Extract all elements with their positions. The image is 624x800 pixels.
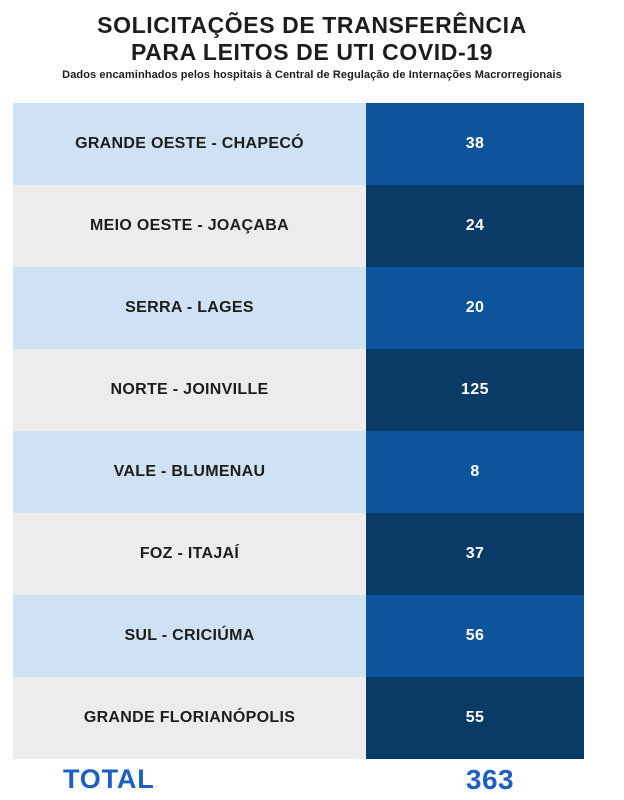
table-row: GRANDE FLORIANÓPOLIS 55 (13, 677, 584, 759)
page-title-line1: SOLICITAÇÕES DE TRANSFERÊNCIA (97, 12, 527, 38)
request-count: 37 (366, 513, 584, 595)
table-row: MEIO OESTE - JOAÇABA 24 (13, 185, 584, 267)
request-count: 24 (366, 185, 584, 267)
request-count: 8 (366, 431, 584, 513)
table-row: NORTE - JOINVILLE 125 (13, 349, 584, 431)
region-label: MEIO OESTE - JOAÇABA (13, 185, 366, 267)
table-row: FOZ - ITAJAÍ 37 (13, 513, 584, 595)
total-row: TOTAL 363 (13, 759, 584, 800)
request-count: 56 (366, 595, 584, 677)
request-count: 55 (366, 677, 584, 759)
request-count: 38 (366, 103, 584, 185)
table-row: VALE - BLUMENAU 8 (13, 431, 584, 513)
region-label: GRANDE FLORIANÓPOLIS (13, 677, 366, 759)
request-count: 20 (366, 267, 584, 349)
transfer-requests-table: GRANDE OESTE - CHAPECÓ 38 MEIO OESTE - J… (13, 103, 584, 800)
request-count: 125 (366, 349, 584, 431)
region-label: GRANDE OESTE - CHAPECÓ (13, 103, 366, 185)
page-title-line2: PARA LEITOS DE UTI COVID-19 (130, 39, 494, 65)
region-label: SERRA - LAGES (13, 267, 366, 349)
region-label: FOZ - ITAJAÍ (13, 513, 366, 595)
header: SOLICITAÇÕES DE TRANSFERÊNCIA PARA LEITO… (0, 12, 624, 81)
total-value: 363 (465, 763, 515, 795)
table-row: GRANDE OESTE - CHAPECÓ 38 (13, 103, 584, 185)
page-subtitle: Dados encaminhados pelos hospitais à Cen… (62, 69, 562, 81)
table-row: SUL - CRICIÚMA 56 (13, 595, 584, 677)
total-label: TOTAL (63, 764, 155, 794)
region-label: NORTE - JOINVILLE (13, 349, 366, 431)
table-row: SERRA - LAGES 20 (13, 267, 584, 349)
region-label: SUL - CRICIÚMA (13, 595, 366, 677)
region-label: VALE - BLUMENAU (13, 431, 366, 513)
